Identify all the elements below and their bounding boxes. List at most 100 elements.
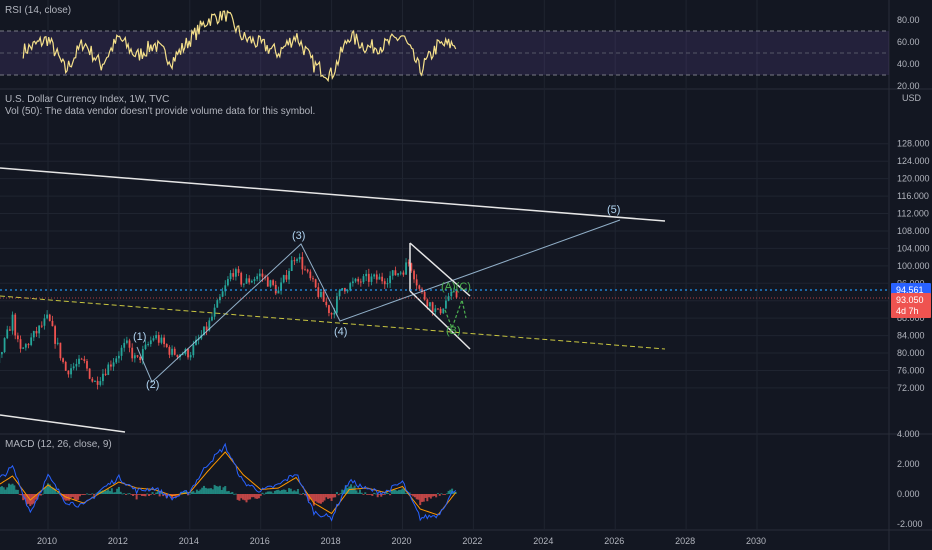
time-axis-label: 2020 — [392, 536, 412, 546]
macd-histogram-bar — [98, 491, 101, 494]
candle-body — [442, 308, 445, 314]
price-tag-current-text: 94.561 — [896, 285, 924, 295]
macd-histogram-bar — [422, 494, 425, 502]
wave-3-label[interactable]: (3) — [292, 230, 305, 242]
macd-histogram-bar — [373, 492, 376, 494]
candle-body — [288, 270, 290, 280]
candle-body — [413, 270, 415, 280]
price-tick-label: 72.000 — [897, 383, 925, 393]
macd-histogram-bar — [210, 488, 213, 494]
symbol-legend[interactable]: U.S. Dollar Currency Index, 1W, TVC — [5, 94, 169, 105]
macd-histogram-bar — [376, 494, 379, 498]
candle-body — [237, 269, 240, 273]
wave-4-label[interactable]: (4) — [334, 326, 347, 338]
lower-trendline[interactable] — [0, 414, 126, 433]
candle-body — [125, 340, 128, 343]
macd-histogram-bar — [41, 493, 44, 495]
price-tag-close: 93.050 4d 7h — [891, 293, 931, 318]
macd-histogram-bar — [321, 494, 324, 503]
macd-signal-line — [0, 451, 457, 516]
candle-body — [171, 348, 173, 355]
elliott-wave-path[interactable] — [136, 219, 621, 383]
macd-histogram-bar — [39, 494, 42, 496]
candle-body — [351, 281, 354, 284]
candle-body — [285, 275, 288, 280]
candle-body — [203, 326, 205, 336]
macd-histogram-bar — [328, 494, 331, 499]
price-axis-ticks: 128.000 124.000 120.000 116.000 112.000 108.0… — [897, 139, 930, 393]
candle-body — [375, 274, 378, 280]
candle-body — [354, 278, 357, 282]
macd-histogram-bar — [224, 486, 227, 494]
macd-histogram-bar — [140, 494, 143, 496]
candle-body — [48, 314, 51, 321]
macd-histogram-bar — [335, 492, 338, 494]
macd-histogram-bar — [0, 486, 2, 494]
macd-histogram-bar — [256, 494, 259, 499]
price-tick-label: 112.000 — [897, 209, 929, 219]
macd-histogram-bar — [298, 493, 301, 495]
macd-histogram-bar — [346, 488, 349, 494]
candle-body — [338, 290, 341, 297]
candle-body — [147, 344, 150, 346]
macd-histogram-bar — [197, 490, 200, 494]
grid-lines — [0, 0, 889, 530]
candle-body — [160, 337, 163, 343]
price-tick-label: 108.000 — [897, 226, 930, 236]
candle-body — [407, 262, 410, 264]
candle-body — [336, 296, 338, 313]
candle-body — [429, 302, 431, 307]
macd-histogram-bar — [135, 494, 138, 500]
candle-body — [378, 276, 381, 280]
macd-legend[interactable]: MACD (12, 26, close, 9) — [5, 439, 112, 450]
time-axis-label: 2018 — [321, 536, 341, 546]
wave-1-label[interactable]: (1) — [133, 331, 146, 343]
macd-histogram-bar — [119, 491, 122, 494]
candle-body — [112, 362, 115, 367]
candle-body — [333, 312, 336, 315]
macd-histogram-bar — [91, 493, 94, 495]
candle-body — [128, 340, 131, 348]
macd-histogram-bar — [82, 494, 85, 495]
candle-body — [59, 342, 62, 359]
wave-5-label[interactable]: (5) — [607, 204, 620, 216]
candle-body — [102, 373, 104, 382]
macd-histogram-bar — [277, 489, 280, 494]
rsi-line — [22, 9, 457, 83]
macd-histogram-bar — [123, 493, 126, 495]
candle-body — [373, 274, 376, 277]
macd-histogram-bar — [293, 490, 296, 494]
macd-histogram-bar — [323, 494, 326, 501]
macd-histogram-bar — [247, 494, 250, 500]
candle-body — [1, 352, 3, 355]
candle-body — [234, 269, 237, 277]
price-tick-label: 116.000 — [897, 191, 929, 201]
wave-b-label[interactable]: (B) — [446, 325, 461, 337]
macd-pane[interactable]: MACD (12, 26, close, 9) 4.000 2.000 0.000 -… — [0, 429, 923, 529]
macd-histogram-bar — [121, 493, 124, 495]
rsi-axis-ticks: 80.00 60.00 40.00 20.00 — [897, 15, 920, 91]
macd-histogram-bar — [6, 487, 9, 494]
upper-trendline[interactable] — [0, 167, 666, 222]
macd-tick-label: 2.000 — [897, 459, 920, 469]
candle-body — [445, 300, 447, 309]
time-axis[interactable]: 2010 2012 2014 2016 2018 2020 2022 2024 2026 2028… — [37, 536, 766, 546]
macd-histogram-bar — [289, 488, 292, 494]
candle-body — [397, 273, 399, 276]
main-price-pane[interactable]: U.S. Dollar Currency Index, 1W, TVC Vol … — [0, 93, 931, 433]
wave-2-label[interactable]: (2) — [146, 379, 159, 391]
wave-ac-label[interactable]: (A)(C) — [441, 281, 471, 293]
channel-upper-line[interactable] — [409, 242, 471, 297]
candle-body — [269, 280, 272, 287]
yellow-dashed-trendline[interactable] — [0, 295, 666, 350]
rsi-legend[interactable]: RSI (14, close) — [5, 5, 71, 16]
macd-histogram-bar — [222, 487, 225, 494]
rsi-pane[interactable]: RSI (14, close) 80.00 60.00 40.00 20.00 — [0, 5, 920, 91]
candle-body — [301, 256, 304, 270]
channel-lower-line[interactable] — [409, 290, 471, 350]
candle-body — [133, 355, 136, 359]
macd-histogram-bar — [8, 483, 11, 494]
rsi-tick-label: 40.00 — [897, 59, 920, 69]
macd-histogram-bar — [101, 490, 104, 494]
